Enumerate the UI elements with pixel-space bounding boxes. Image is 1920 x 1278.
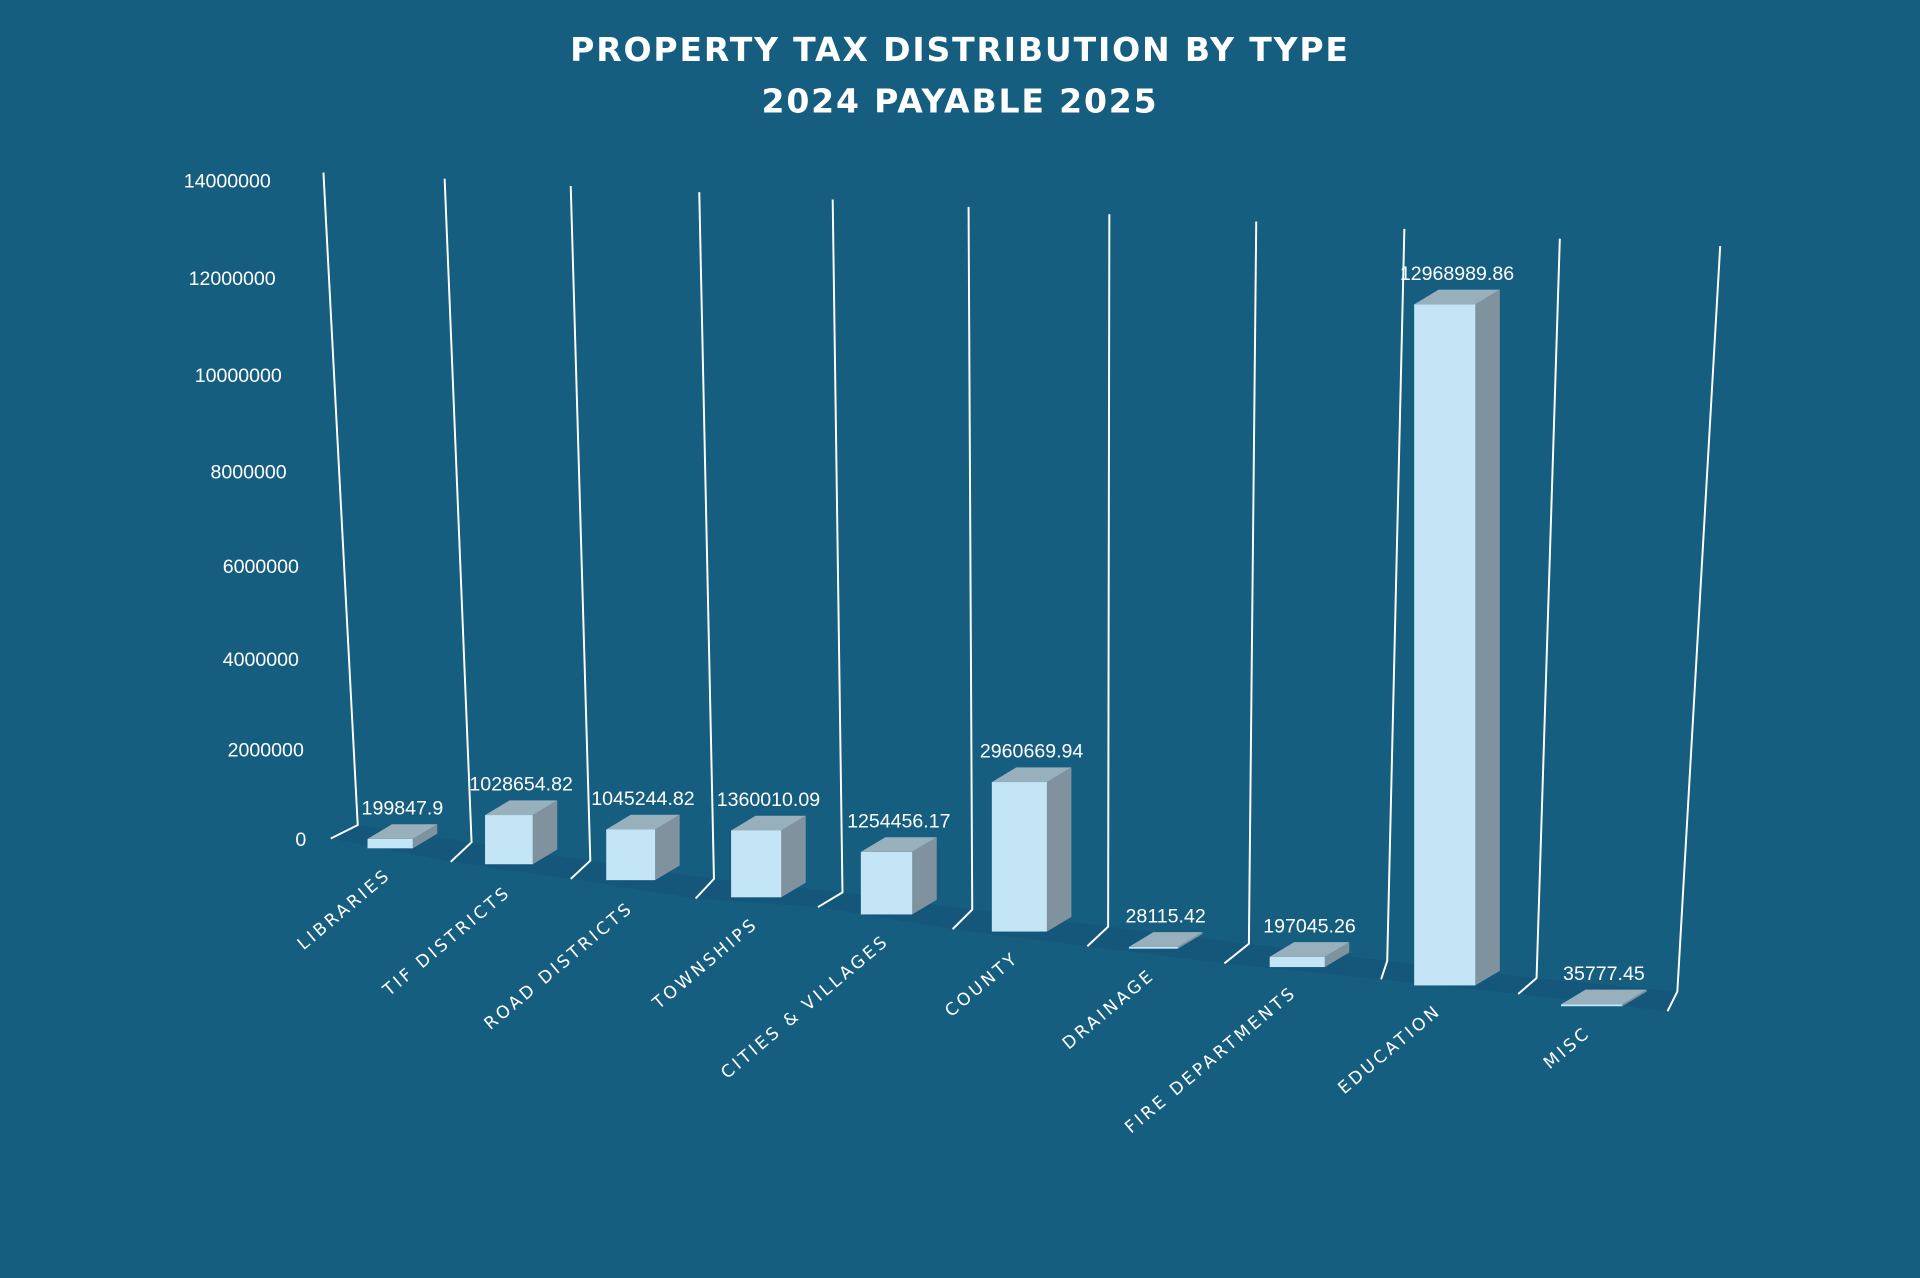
bar-top (991, 767, 1072, 783)
bar-front (1561, 1004, 1623, 1007)
x-category-label: TIF DISTRICTS (379, 882, 516, 1001)
bar-top (1128, 932, 1203, 947)
gridline (1517, 238, 1561, 995)
bar-side (1324, 942, 1350, 968)
data-label: 197045.26 (1263, 915, 1356, 937)
bar-front (485, 815, 533, 865)
bar-front (1128, 946, 1178, 949)
y-tick-label: 10000000 (195, 365, 282, 387)
gridline (694, 192, 715, 900)
bar-side (1046, 767, 1072, 932)
bar-side (532, 800, 558, 865)
data-label: 28115.42 (1126, 905, 1206, 927)
bar-side (1177, 932, 1203, 949)
y-tick-label: 2000000 (228, 740, 304, 762)
bar: 2960669.94 (980, 741, 1084, 932)
data-label: 1360010.09 (717, 789, 820, 811)
y-tick-label: 8000000 (210, 462, 286, 484)
bar: 35777.45 (1561, 963, 1647, 1007)
data-label: 199847.9 (362, 797, 444, 819)
data-label: 1028654.82 (469, 774, 572, 796)
bar: 1045244.82 (591, 788, 695, 881)
data-label: 1045244.82 (591, 788, 694, 810)
bar-front (606, 829, 656, 881)
bar-front (731, 830, 782, 898)
chart-subtitle: 2024 PAYABLE 2025 (762, 82, 1159, 121)
bar-side (781, 815, 806, 898)
y-tick-label: 0 (295, 829, 306, 851)
bar: 12968989.86 (1400, 263, 1514, 986)
bar-front (1414, 304, 1476, 986)
x-category-label: MISC (1540, 1023, 1595, 1074)
bar-side (655, 814, 680, 881)
x-category-label: CITIES & VILLAGES (717, 931, 893, 1083)
bar-top (731, 815, 806, 831)
gridline (1380, 228, 1406, 980)
y-tick-label: 4000000 (223, 649, 299, 671)
gridline (443, 178, 473, 863)
bar: 199847.9 (362, 797, 444, 849)
gridline (817, 199, 844, 908)
x-category-label: EDUCATION (1334, 1001, 1445, 1099)
bar-top (485, 800, 558, 816)
bar-top (1414, 289, 1500, 305)
y-tick-label: 6000000 (223, 556, 299, 578)
data-label: 35777.45 (1563, 963, 1645, 985)
y-tick-label: 12000000 (189, 268, 276, 290)
data-label: 2960669.94 (980, 741, 1084, 763)
bar-top (367, 824, 438, 839)
bar-top (1561, 989, 1647, 1005)
x-category-label: ROAD DISTRICTS (481, 898, 638, 1034)
gridline (1086, 214, 1111, 947)
bar: 1360010.09 (717, 789, 820, 898)
gridline (951, 206, 974, 930)
y-tick-label: 14000000 (184, 170, 271, 192)
bar: 1254456.17 (847, 810, 951, 915)
gridline (1666, 245, 1722, 1012)
bar-front (991, 782, 1047, 932)
bar: 28115.42 (1126, 905, 1206, 949)
bar-front (860, 851, 913, 915)
bar-side (1622, 989, 1647, 1007)
gridline (1223, 221, 1258, 965)
chart-title: PROPERTY TAX DISTRIBUTION BY TYPE (570, 30, 1350, 69)
x-category-label: COUNTY (941, 948, 1023, 1021)
bar: 197045.26 (1263, 915, 1356, 968)
bar-top (1269, 942, 1350, 957)
x-category-label: FIRE DEPARTMENTS (1121, 983, 1301, 1138)
bar-front (1269, 956, 1325, 968)
bar-side (412, 824, 438, 849)
gridline (569, 186, 592, 880)
x-category-label: DRAINAGE (1059, 965, 1159, 1054)
bar-side (1475, 289, 1500, 986)
bar-side (912, 837, 937, 915)
bar-front (367, 838, 413, 849)
data-label: 1254456.17 (847, 810, 950, 832)
x-category-label: TOWNSHIPS (648, 914, 762, 1014)
gridline (322, 172, 359, 840)
data-label: 12968989.86 (1400, 263, 1514, 285)
x-category-label: LIBRARIES (294, 865, 395, 955)
bar-top (860, 837, 937, 852)
bar: 1028654.82 (469, 774, 573, 865)
